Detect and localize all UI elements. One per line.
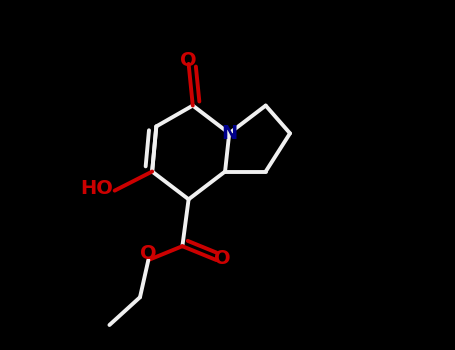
Text: N: N xyxy=(221,124,238,143)
Text: HO: HO xyxy=(80,180,113,198)
Text: O: O xyxy=(180,51,197,70)
Text: O: O xyxy=(214,249,231,268)
Text: O: O xyxy=(140,244,157,263)
